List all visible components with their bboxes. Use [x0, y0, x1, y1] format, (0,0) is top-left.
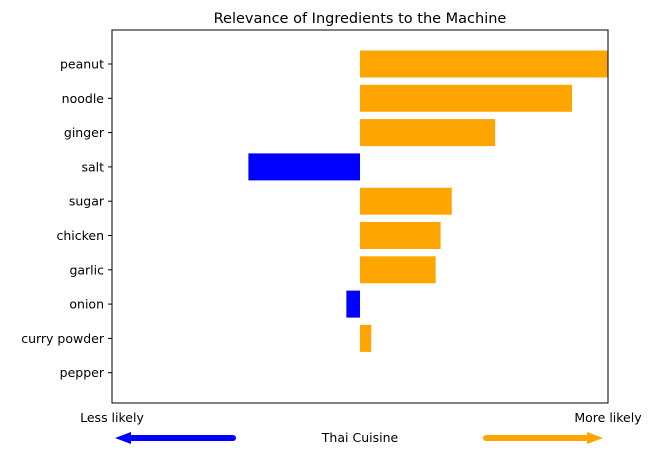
bar-onion	[346, 290, 360, 318]
bar-ginger	[360, 119, 496, 147]
less-likely-label: Less likely	[80, 410, 144, 425]
y-tick-label: onion	[69, 297, 104, 312]
y-tick-label: curry powder	[21, 331, 105, 346]
bar-garlic	[360, 256, 436, 284]
more-likely-arrow-icon	[483, 432, 603, 444]
bar-curry-powder	[360, 324, 372, 352]
more-likely-label: More likely	[574, 410, 642, 425]
less-likely-arrow-icon	[115, 432, 236, 444]
chart-title: Relevance of Ingredients to the Machine	[214, 11, 507, 27]
y-tick-label: garlic	[69, 262, 104, 277]
plot-frame	[111, 29, 609, 404]
y-tick-label: sugar	[69, 194, 105, 209]
y-tick-label: pepper	[60, 365, 105, 380]
y-tick-labels: peanut noodle ginger salt sugar chicken garlic…	[21, 57, 105, 381]
y-tick-label: chicken	[56, 228, 104, 243]
bars	[248, 50, 608, 352]
bar-chicken	[360, 222, 441, 249]
bar-peanut	[360, 50, 608, 78]
bar-noodle	[360, 84, 573, 112]
y-tick-label: noodle	[62, 91, 105, 106]
y-tick-label: salt	[81, 159, 104, 174]
y-tick-label: ginger	[64, 125, 105, 140]
y-tick-label: peanut	[60, 57, 104, 72]
y-tick-marks	[108, 63, 112, 374]
bar-sugar	[360, 187, 452, 215]
bar-salt	[248, 153, 360, 181]
cuisine-label: Thai Cuisine	[321, 430, 399, 445]
